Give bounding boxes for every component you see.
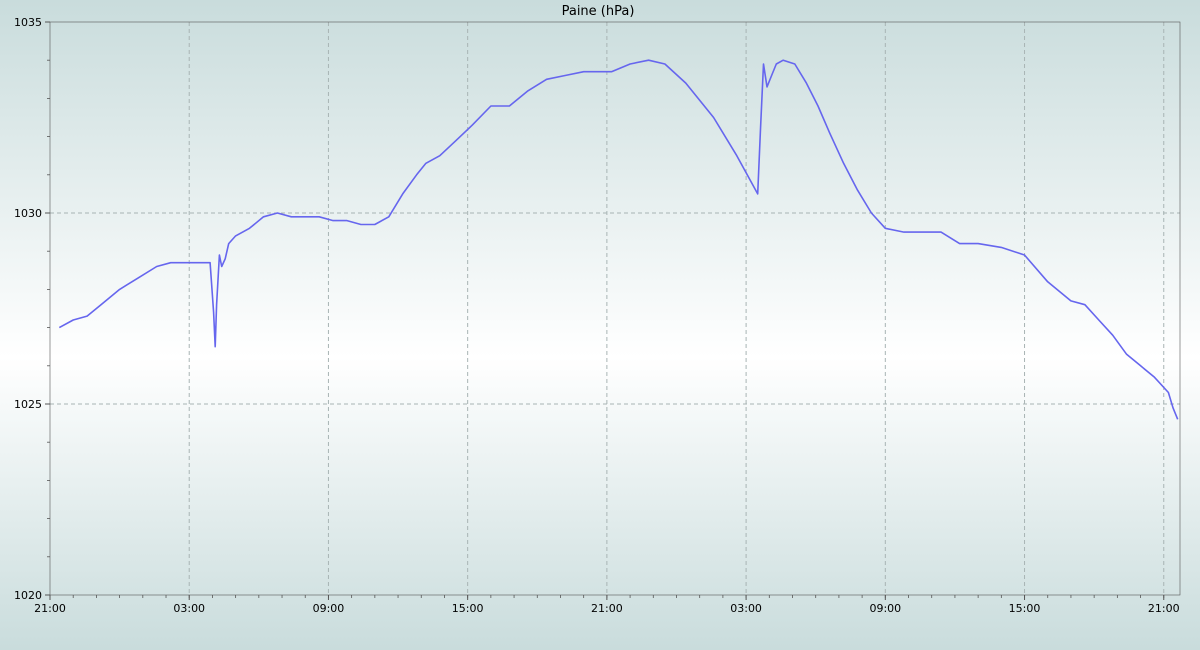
x-tick-label: 21:00 [34, 602, 66, 615]
x-tick-label: 03:00 [730, 602, 762, 615]
x-tick-label: 09:00 [869, 602, 901, 615]
x-tick-label: 21:00 [1148, 602, 1180, 615]
x-tick-label: 21:00 [591, 602, 623, 615]
chart-title: Paine (hPa) [562, 4, 635, 19]
grid-lines [50, 22, 1180, 595]
x-tick-label: 03:00 [173, 602, 205, 615]
axes [45, 21, 1181, 600]
x-tick-label: 15:00 [1009, 602, 1041, 615]
x-tick-label: 15:00 [452, 602, 484, 615]
tick-labels: 1020 1025 1030 1035 21:00 03:00 09:00 15:00 21:0… [14, 16, 1180, 615]
y-tick-label: 1030 [14, 207, 42, 220]
series-line-pressure [58, 59, 1179, 420]
y-tick-label: 1025 [14, 398, 42, 411]
series-layer [58, 59, 1179, 420]
plot-frame [49, 21, 1181, 596]
x-tick-label: 09:00 [313, 602, 345, 615]
y-tick-label: 1020 [14, 589, 42, 602]
y-tick-label: 1035 [14, 16, 42, 29]
